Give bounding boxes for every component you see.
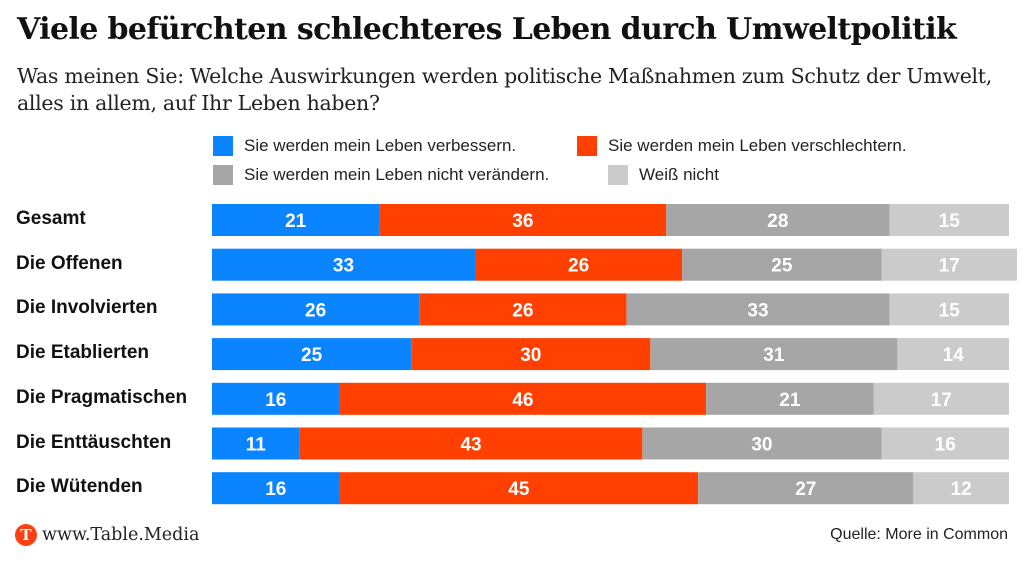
bar-segment (650, 338, 898, 371)
site-url: www.Table.Media (42, 525, 200, 545)
bar-segment (881, 248, 1017, 281)
bar-segment (411, 338, 651, 371)
data-label: 25 (771, 256, 793, 277)
data-label: 16 (935, 435, 956, 456)
bar-segment (212, 338, 412, 371)
category-label: Die Pragmatischen (16, 386, 188, 408)
data-label: 21 (779, 390, 801, 411)
data-label: 28 (767, 211, 788, 232)
data-label: 25 (301, 345, 323, 366)
data-label: 45 (508, 479, 530, 500)
legend-swatch-nicht-veraendern (213, 165, 233, 185)
bar-segment (379, 204, 667, 236)
data-label: 33 (333, 256, 354, 277)
bar-segment (706, 382, 874, 415)
data-label: 16 (265, 390, 286, 411)
bar-segment (881, 427, 1009, 460)
data-label: 27 (795, 479, 816, 500)
bar-segment (913, 472, 1009, 505)
category-label: Die Enttäuschten (16, 431, 172, 453)
bar-segment (212, 293, 420, 326)
data-label: 26 (568, 256, 589, 277)
bar-segment (873, 382, 1009, 415)
bar-segment (642, 427, 882, 460)
data-label: 21 (285, 211, 307, 232)
data-label: 11 (246, 435, 267, 456)
bar-segment (419, 293, 627, 326)
data-label: 26 (512, 300, 533, 321)
bar-segment (212, 382, 340, 415)
data-label: 14 (943, 345, 965, 366)
legend-label-verschlechtern: Sie werden mein Leben verschlechtern. (608, 136, 907, 155)
data-label: 15 (939, 300, 961, 321)
legend-swatch-verschlechtern (577, 136, 597, 156)
data-label: 33 (747, 300, 768, 321)
table-media-logo-icon: T (15, 524, 37, 546)
chart-title: Viele befürchten schlechteres Leben durc… (17, 12, 957, 47)
legend-item-verschlechtern: Sie werden mein Leben verschlechtern. (577, 136, 907, 156)
bar-segment (339, 382, 707, 415)
data-label: 30 (751, 435, 772, 456)
bar-segment (626, 293, 890, 326)
category-label: Die Offenen (16, 252, 123, 274)
bar-segment (666, 204, 890, 236)
data-label: 46 (512, 390, 533, 411)
chart-subtitle: Was meinen Sie: Welche Auswirkungen werd… (17, 64, 992, 115)
bar-segment (212, 204, 380, 236)
legend-item-nicht-veraendern: Sie werden mein Leben nicht verändern. (213, 165, 549, 185)
legend-swatch-verbessern (213, 136, 233, 156)
bar-segment (889, 293, 1009, 326)
category-label: Gesamt (16, 208, 86, 229)
data-label: 17 (931, 390, 952, 411)
bar-segment (889, 204, 1009, 236)
data-label: 36 (512, 211, 533, 232)
data-label: 31 (763, 345, 785, 366)
category-label: Die Involvierten (16, 297, 158, 319)
bar-segment (212, 427, 300, 460)
category-label: Die Etablierten (16, 342, 150, 364)
bar-segment (682, 248, 882, 281)
bar-segment (212, 248, 476, 281)
data-label: 17 (939, 256, 960, 277)
legend-swatch-weiss-nicht (608, 165, 628, 185)
bar-segment (475, 248, 683, 281)
bar-segment (212, 472, 340, 505)
data-label: 12 (951, 479, 972, 500)
data-label: 16 (265, 479, 286, 500)
legend-label-nicht-veraendern: Sie werden mein Leben nicht verändern. (244, 165, 550, 184)
legend-label-weiss-nicht: Weiß nicht (639, 165, 719, 184)
legend-label-verbessern: Sie werden mein Leben verbessern. (244, 136, 517, 155)
category-label: Die Wütenden (16, 476, 143, 498)
bar-segment (299, 427, 643, 460)
source-note: Quelle: More in Common (830, 526, 1008, 543)
legend-item-verbessern: Sie werden mein Leben verbessern. (213, 136, 516, 156)
legend-item-weiss-nicht: Weiß nicht (608, 165, 719, 185)
bar-segment (698, 472, 914, 505)
bar-segment (897, 338, 1009, 371)
footer-branding: T www.Table.Media (15, 524, 199, 546)
data-label: 43 (460, 435, 481, 456)
data-label: 15 (939, 211, 961, 232)
data-label: 30 (520, 345, 541, 366)
data-label: 26 (305, 300, 326, 321)
bar-segment (339, 472, 699, 505)
